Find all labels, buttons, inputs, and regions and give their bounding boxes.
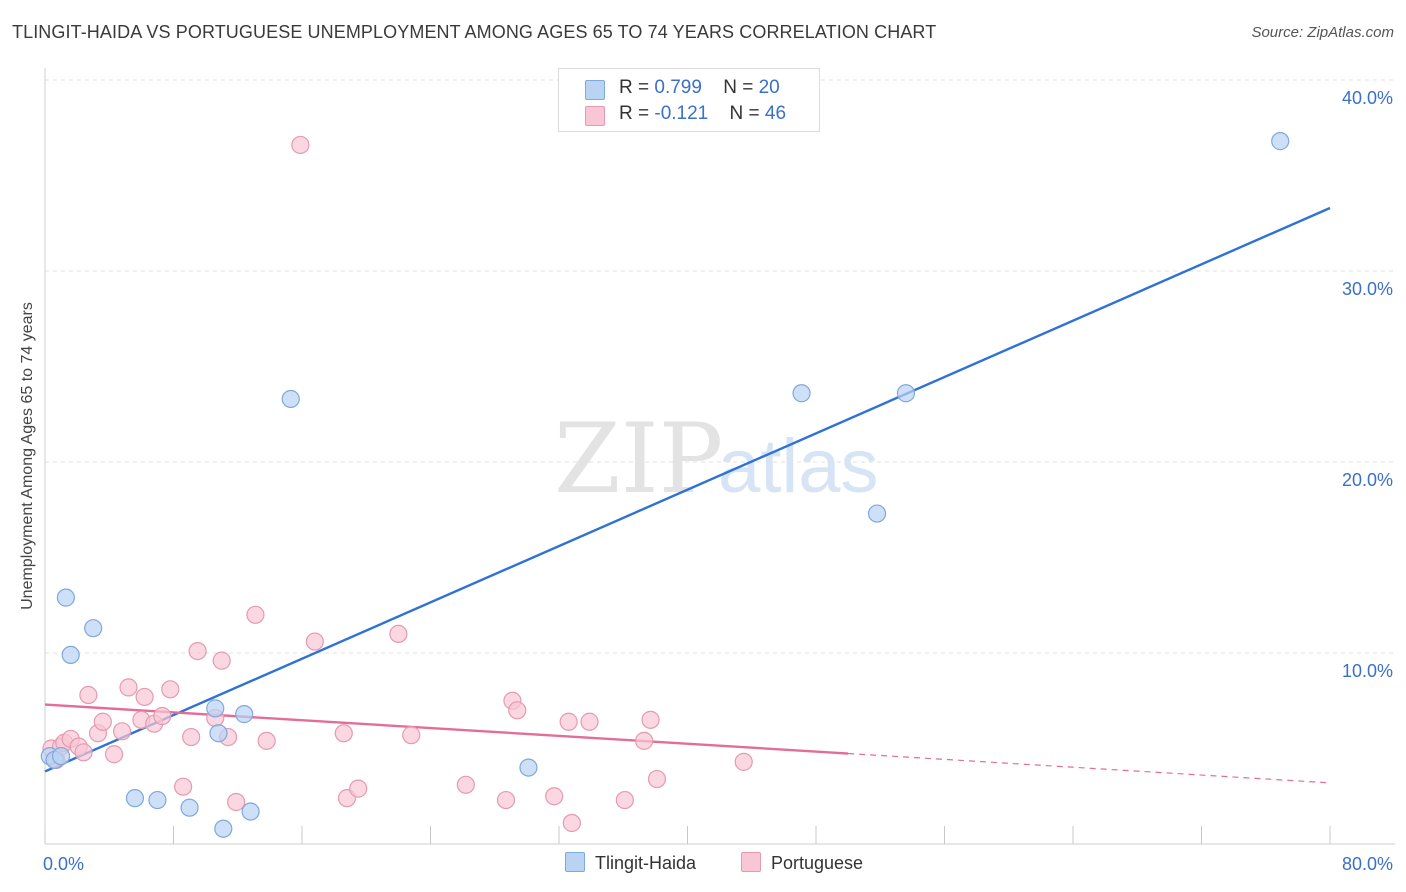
data-point-portuguese xyxy=(74,743,93,762)
stats-row-portuguese: R = -0.121 N = 46 xyxy=(585,103,787,126)
y-tick-label: 40.0% xyxy=(1342,88,1393,108)
data-point-portuguese xyxy=(647,769,667,789)
watermark-zip: ZIP xyxy=(554,403,723,515)
legend-item-portuguese[interactable]: Portuguese xyxy=(741,852,863,874)
axes xyxy=(44,68,1395,845)
data-point-tlingit-haida xyxy=(148,790,167,810)
legend-label-tlingit-haida: Tlingit-Haida xyxy=(595,853,697,873)
stats-row-tlingit-haida: R = 0.799 N = 20 xyxy=(585,77,780,100)
legend-item-tlingit-haida[interactable]: Tlingit-Haida xyxy=(565,852,696,874)
trend-line-tlingit-haida xyxy=(44,206,1331,773)
trend-line-portuguese xyxy=(44,703,849,755)
data-point-portuguese xyxy=(641,710,660,729)
r-value: 0.799 xyxy=(654,77,702,98)
data-point-portuguese xyxy=(580,712,599,731)
data-point-portuguese xyxy=(153,706,172,726)
data-point-portuguese xyxy=(212,651,231,670)
data-point-portuguese xyxy=(615,790,634,810)
tlingit-haida-swatch xyxy=(585,80,605,100)
x-tick-label: 0.0% xyxy=(43,854,84,874)
stats-legend: R = 0.799 N = 20 R = -0.121 N = 46 xyxy=(558,68,820,132)
data-point-tlingit-haida xyxy=(84,619,103,638)
n-label: N = xyxy=(723,77,759,98)
n-value: 20 xyxy=(758,77,780,98)
data-point-portuguese xyxy=(104,745,124,764)
chart-title: TLINGIT-HAIDA VS PORTUGUESE UNEMPLOYMENT… xyxy=(12,22,937,42)
data-point-portuguese xyxy=(135,687,154,707)
data-point-tlingit-haida xyxy=(867,504,887,523)
data-point-portuguese xyxy=(334,724,353,743)
n-value: 46 xyxy=(764,103,787,124)
x-tick-label: 80.0% xyxy=(1342,854,1393,874)
data-point-tlingit-haida xyxy=(792,384,811,403)
data-point-portuguese xyxy=(227,792,246,812)
data-point-portuguese xyxy=(734,752,753,771)
portuguese-legend-swatch xyxy=(741,852,761,872)
data-point-portuguese xyxy=(456,775,475,794)
tick-labels: 10.0% 20.0% 30.0% 40.0% 0.0% 80.0% xyxy=(43,88,1393,874)
data-point-tlingit-haida xyxy=(209,724,228,743)
r-label: R = xyxy=(619,103,655,124)
data-point-portuguese xyxy=(291,135,310,155)
data-point-tlingit-haida xyxy=(180,798,199,817)
data-point-tlingit-haida xyxy=(61,645,80,665)
trend-lines xyxy=(44,206,1331,784)
data-point-portuguese xyxy=(79,685,98,705)
data-point-portuguese xyxy=(93,712,112,731)
legend-label-portuguese: Portuguese xyxy=(771,853,864,873)
data-point-tlingit-haida xyxy=(896,384,916,403)
data-point-portuguese xyxy=(119,678,138,697)
data-point-portuguese xyxy=(559,712,578,731)
portuguese-swatch xyxy=(585,106,605,126)
data-points xyxy=(40,132,1290,838)
tlingit-haida-legend-swatch xyxy=(565,852,585,872)
data-point-tlingit-haida xyxy=(56,588,75,607)
y-tick-label: 10.0% xyxy=(1342,661,1393,681)
source-label: Source: ZipAtlas.com xyxy=(1251,24,1394,41)
y-tick-label: 20.0% xyxy=(1342,470,1393,490)
data-point-portuguese xyxy=(182,727,201,747)
trend-line-extension xyxy=(848,752,1331,784)
data-point-portuguese xyxy=(305,632,324,651)
data-point-tlingit-haida xyxy=(1271,132,1290,151)
data-point-portuguese xyxy=(508,701,527,720)
data-point-tlingit-haida xyxy=(241,802,260,821)
data-point-portuguese xyxy=(246,605,265,624)
y-tick-label: 30.0% xyxy=(1342,279,1393,299)
data-point-portuguese xyxy=(112,722,132,741)
r-label: R = xyxy=(619,77,655,98)
data-point-portuguese xyxy=(545,787,564,806)
data-point-portuguese xyxy=(635,731,654,750)
data-point-portuguese xyxy=(496,790,516,810)
n-label: N = xyxy=(729,103,765,124)
data-point-tlingit-haida xyxy=(235,705,254,724)
data-point-tlingit-haida xyxy=(206,699,225,718)
data-point-tlingit-haida xyxy=(281,389,300,409)
data-point-portuguese xyxy=(562,813,581,833)
watermark-atlas: atlas xyxy=(718,424,879,509)
data-point-portuguese xyxy=(174,777,193,796)
data-point-portuguese xyxy=(188,641,207,661)
data-point-portuguese xyxy=(257,731,276,750)
data-point-tlingit-haida xyxy=(125,789,145,808)
r-value: -0.121 xyxy=(654,103,709,124)
data-point-tlingit-haida xyxy=(214,819,233,838)
data-point-portuguese xyxy=(389,624,408,644)
data-point-tlingit-haida xyxy=(51,747,71,766)
data-point-tlingit-haida xyxy=(519,758,538,777)
data-point-portuguese xyxy=(161,680,180,699)
data-point-portuguese xyxy=(402,726,421,745)
data-point-portuguese xyxy=(349,779,368,798)
grid-lines xyxy=(45,79,1395,654)
